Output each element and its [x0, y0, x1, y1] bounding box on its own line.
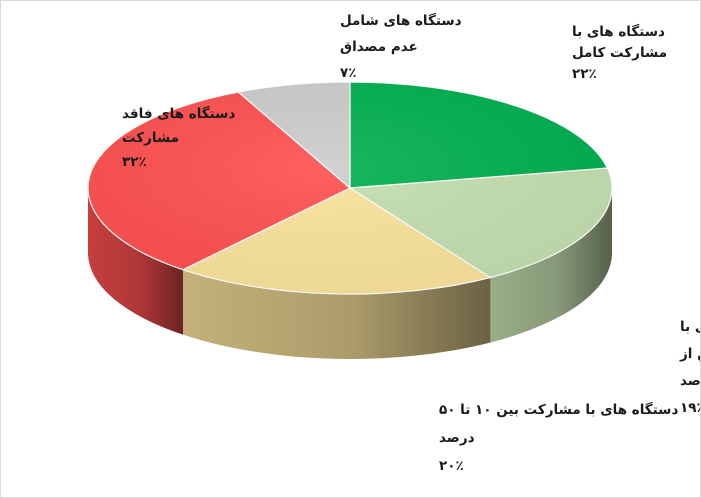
slice-label-line: دستگاه های با مشارکت بین ۱۰ تا ۵۰ [439, 401, 678, 418]
slice-side-shade-2 [182, 269, 491, 359]
slice-side-shade-1 [490, 188, 612, 343]
slice-label-1: دستگاه های با مشارکت بیش از ۵۰ درصد ۱۹٪ [679, 318, 700, 416]
slice-label-line: دستگاه های شامل [340, 12, 462, 29]
slice-label-line: دستگاه های با [572, 23, 665, 40]
slice-label-line: مشارکت کامل [572, 45, 667, 61]
pie-top-shading [88, 82, 612, 294]
pie-sides [88, 188, 612, 359]
slice-label-0: دستگاه های با مشارکت کامل ۲۲٪ [572, 23, 667, 82]
slice-label-line: عدم مصداق [340, 39, 418, 55]
slice-label-line: مشارکت بیش از [679, 346, 700, 362]
slice-label-line: دستگاه های فاقد [122, 105, 235, 122]
slice-percent: ۳۲٪ [122, 154, 147, 170]
slice-label-4: دستگاه های شامل عدم مصداق ۷٪ [340, 12, 462, 81]
slice-label-line: مشارکت [122, 130, 179, 146]
slice-label-2: دستگاه های با مشارکت بین ۱۰ تا ۵۰ درصد ۲۰٪ [439, 401, 678, 474]
pie-tops [87, 81, 613, 295]
slice-percent: ۱۹٪ [680, 400, 700, 416]
slice-percent: ۲۲٪ [572, 66, 597, 82]
slice-label-line: درصد [439, 430, 475, 446]
slice-side-shade-3 [88, 188, 183, 335]
slice-label-line: ۵۰ درصد [680, 373, 700, 389]
slice-label-3: دستگاه های فاقد مشارکت ۳۲٪ [122, 105, 235, 170]
slice-label-line: دستگاه های با [680, 318, 700, 335]
slice-percent: ۷٪ [340, 65, 356, 81]
slice-percent: ۲۰٪ [439, 458, 464, 474]
